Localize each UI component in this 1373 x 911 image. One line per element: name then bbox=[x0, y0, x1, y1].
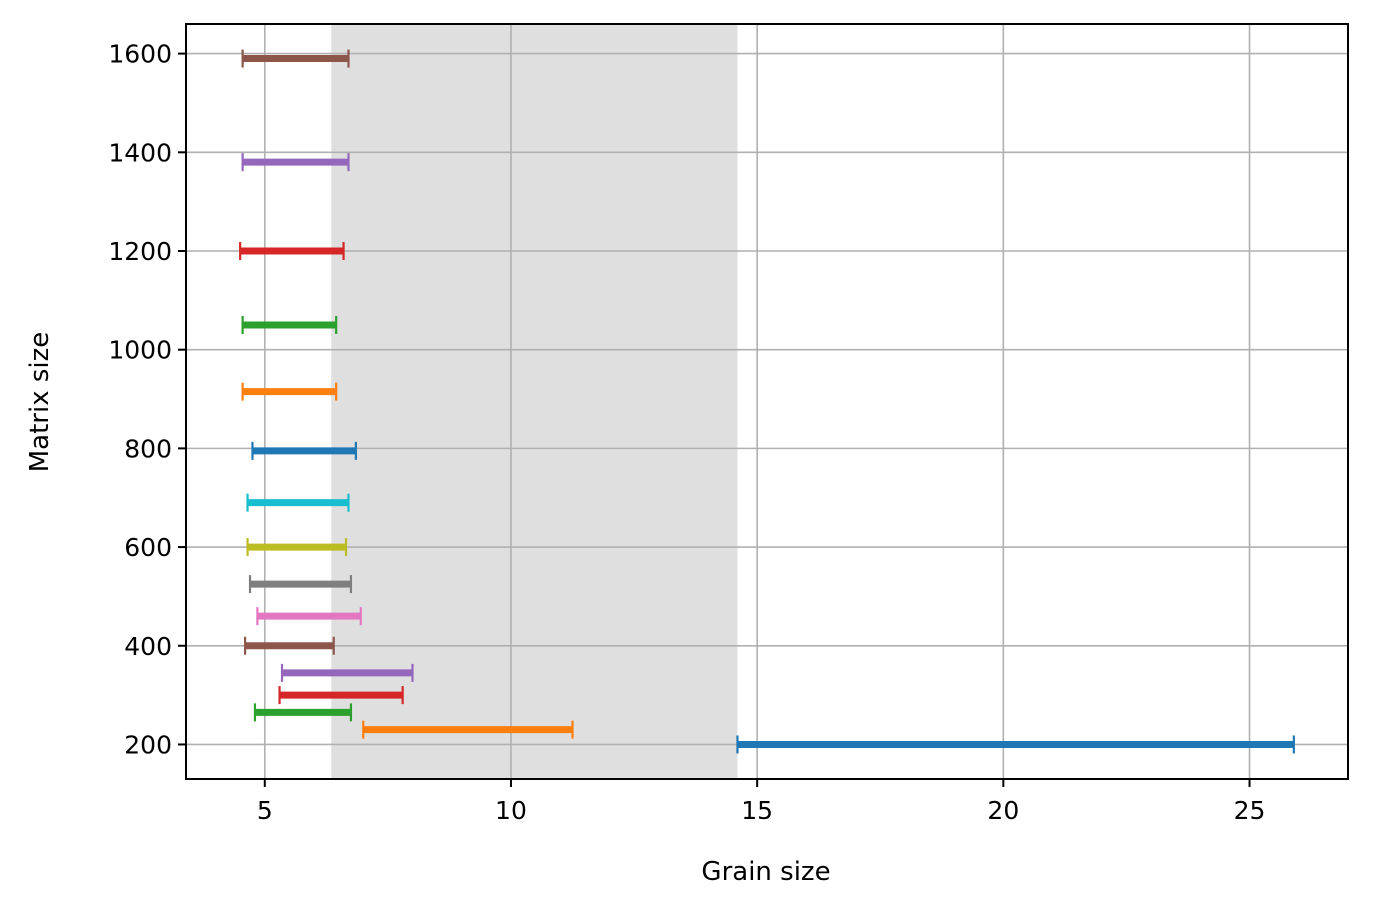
y-tick-label: 1600 bbox=[108, 40, 172, 69]
range-bar bbox=[243, 636, 335, 655]
x-axis: 5 10 15 20 25 bbox=[257, 779, 1266, 825]
range-bar bbox=[251, 441, 357, 460]
range-bar bbox=[253, 703, 353, 722]
range-bar bbox=[241, 382, 338, 401]
x-tick-label: 20 bbox=[987, 796, 1019, 825]
range-bar bbox=[248, 575, 353, 594]
x-axis-label: Grain size bbox=[701, 857, 830, 887]
range-bar bbox=[278, 686, 404, 705]
x-tick-label: 25 bbox=[1234, 796, 1266, 825]
x-tick-label: 15 bbox=[741, 796, 773, 825]
plot-frame bbox=[185, 23, 1349, 780]
y-tick-label: 1200 bbox=[108, 237, 172, 266]
range-bar bbox=[241, 49, 350, 68]
range-bar bbox=[736, 735, 1295, 754]
y-axis-label: Matrix size bbox=[25, 332, 55, 473]
range-bar bbox=[239, 241, 345, 260]
shaded-region bbox=[331, 24, 738, 779]
y-tick-label: 1400 bbox=[108, 138, 172, 167]
range-bar bbox=[256, 607, 362, 626]
x-tick-label: 5 bbox=[257, 796, 273, 825]
y-tick-label: 1000 bbox=[108, 336, 172, 365]
range-bar bbox=[280, 663, 414, 682]
range-bar bbox=[241, 316, 338, 335]
range-bar bbox=[246, 493, 350, 512]
x-tick-label: 10 bbox=[495, 796, 527, 825]
range-bar bbox=[241, 153, 350, 172]
range-bar bbox=[246, 538, 348, 557]
y-tick-label: 600 bbox=[124, 533, 172, 562]
y-axis: 200 400 600 800 1000 1200 1400 1600 bbox=[108, 40, 186, 759]
range-bar bbox=[362, 720, 574, 739]
plot-area bbox=[185, 23, 1349, 780]
y-tick-label: 400 bbox=[124, 632, 172, 661]
y-tick-label: 200 bbox=[124, 730, 172, 759]
y-tick-label: 800 bbox=[124, 434, 172, 463]
